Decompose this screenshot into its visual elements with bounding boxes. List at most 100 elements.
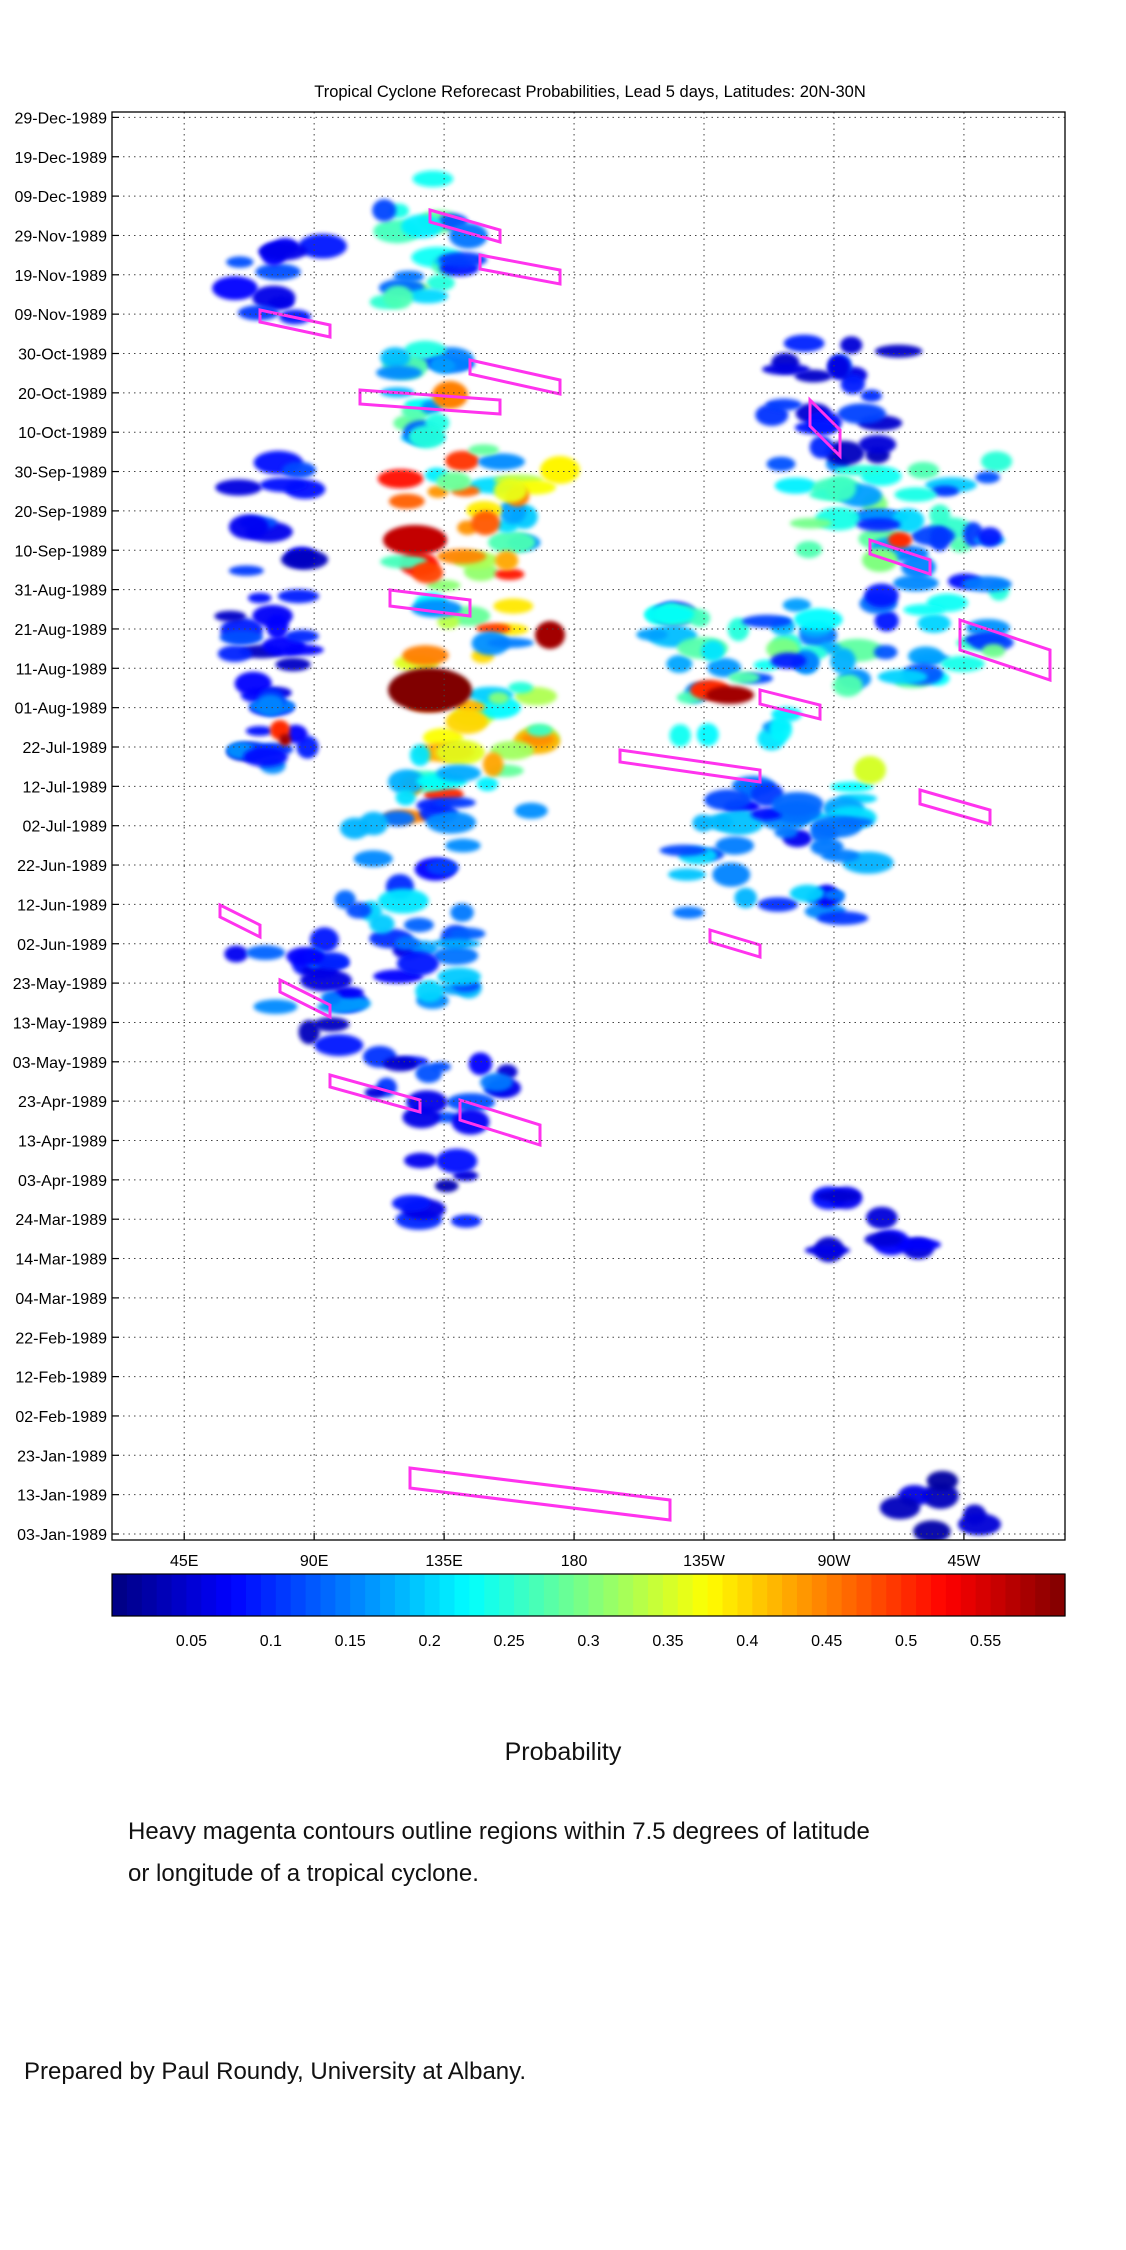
probability-cell [704,789,751,811]
probability-cell [437,548,487,564]
probability-cell [823,889,845,901]
colorbar-tick-label: 0.15 [335,1633,366,1650]
probability-cell [696,723,719,747]
probability-cell [334,986,364,998]
probability-cell [426,859,459,876]
probability-cell [383,285,414,310]
probability-cell [431,938,481,949]
probability-cell [926,1470,959,1491]
cyclone-contour [358,388,502,416]
probability-cell [429,355,456,374]
probability-cell [535,621,565,649]
probability-cell [215,479,262,496]
probability-cell [226,256,254,268]
probability-cell [214,610,247,622]
probability-cell [834,465,884,476]
cyclone-contour [958,617,1052,683]
colorbar-cell [1035,1574,1051,1616]
probability-cell [468,444,500,456]
probability-cell [636,628,668,641]
colorbar-cell [856,1574,873,1616]
colorbar-cell [960,1574,977,1616]
cyclone-contour [618,748,762,784]
probability-cell [434,797,476,809]
probability-cell [771,792,824,817]
colorbar-cell [618,1574,634,1616]
probability-cell [266,613,289,639]
probability-cell [253,999,298,1014]
colorbar-cell [871,1574,887,1616]
probability-cell [908,646,944,666]
probability-cell [234,671,272,696]
probability-cell [837,403,886,425]
colorbar-cell [945,1574,962,1616]
probability-cell [298,233,347,259]
probability-cell [835,817,874,828]
colorbar-tick-label: 0.3 [577,1633,599,1650]
cyclone-contour [478,253,562,286]
colorbar-cell [796,1574,813,1616]
cyclone-contour [258,308,332,339]
probability-cell [285,629,319,643]
colorbar-cell [662,1574,679,1616]
probability-cell [212,276,258,301]
probability-cell [403,917,434,933]
x-tick-label: 135W [683,1553,726,1570]
contour-note-line2: or longitude of a tropical cyclone. [128,1860,479,1887]
probability-cell [931,485,959,497]
colorbar-cell [320,1574,336,1616]
colorbar-frame [111,1573,1066,1617]
colorbar-cell [677,1574,694,1616]
y-tick-label: 21-Aug-1989 [14,622,107,639]
colorbar-tick-label: 0.55 [970,1633,1001,1650]
probability-cell [391,1194,431,1212]
probability-cell [436,471,472,492]
probability-cell [894,487,937,502]
colorbar-cell [782,1574,798,1616]
probability-cell [527,723,553,737]
probability-cell [217,645,252,662]
colorbar-tick-label: 0.5 [895,1633,917,1650]
probability-cell [977,527,1002,547]
y-tick-label: 02-Jul-1989 [23,819,108,836]
probability-cell [376,365,423,381]
colorbar-tick-label: 0.2 [419,1633,441,1650]
y-tick-label: 22-Jul-1989 [23,740,108,757]
colorbar-cell [141,1574,158,1616]
probability-cell [769,716,793,742]
probability-cell [888,532,912,548]
colorbar-cell [350,1574,366,1616]
colorbar-cell [424,1574,441,1616]
cyclone-contour [708,927,762,960]
y-tick-label: 01-Aug-1989 [14,701,107,718]
y-tick-label: 20-Oct-1989 [18,386,107,403]
probability-cell [832,674,863,697]
y-tick-label: 10-Sep-1989 [14,543,107,560]
probability-cell [280,549,329,570]
y-tick-label: 13-Jan-1989 [17,1488,107,1505]
probability-cell [659,844,708,857]
probability-cell [804,1245,851,1256]
x-tick-label: 45W [947,1553,981,1570]
probability-cell [383,525,447,555]
y-tick-label: 09-Dec-1989 [15,189,108,206]
colorbar-cell [201,1574,217,1616]
y-tick-label: 23-Jan-1989 [17,1448,107,1465]
probability-cell [771,706,802,722]
probability-cell [877,669,928,685]
probability-cell [669,724,691,747]
colorbar-cell [186,1574,202,1616]
probability-cell [388,668,472,712]
probability-cell [482,752,504,777]
probability-cell [404,340,447,359]
cyclone-contour [458,1097,542,1148]
colorbar-cell [290,1574,307,1616]
probability-cell [380,554,428,569]
y-tick-label: 22-Jun-1989 [17,858,107,875]
y-tick-label: 11-Aug-1989 [16,661,107,678]
probability-cell [795,541,823,559]
probability-cell [224,945,249,963]
probability-cell [219,630,263,645]
cyclone-contour [918,788,992,826]
probability-cell [913,1520,951,1540]
